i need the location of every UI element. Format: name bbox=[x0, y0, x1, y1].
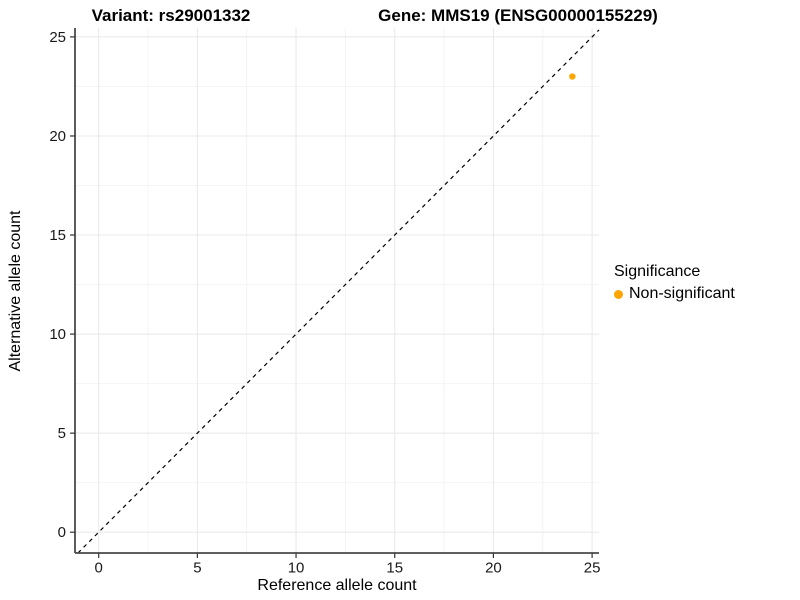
x-tick-label: 20 bbox=[485, 559, 502, 576]
data-point bbox=[569, 73, 576, 80]
legend-item-label: Non-significant bbox=[629, 285, 735, 302]
legend-title: Significance bbox=[614, 263, 701, 280]
x-tick-label: 15 bbox=[386, 559, 403, 576]
axis-ticks bbox=[70, 36, 593, 558]
gene-title: Gene: MMS19 (ENSG00000155229) bbox=[378, 6, 658, 25]
data-points bbox=[569, 73, 576, 80]
y-axis-title: Alternative allele count bbox=[7, 210, 24, 372]
x-tick-label: 0 bbox=[95, 559, 103, 576]
y-tick-label: 25 bbox=[49, 29, 66, 46]
x-tick-label: 5 bbox=[193, 559, 201, 576]
variant-title: Variant: rs29001332 bbox=[91, 6, 251, 25]
y-tick-label: 20 bbox=[49, 128, 66, 145]
y-tick-label: 5 bbox=[58, 425, 66, 442]
axis-lines bbox=[74, 28, 599, 554]
grid-minor bbox=[75, 28, 599, 553]
legend-item-non-significant: Non-significant bbox=[614, 285, 735, 303]
tick-labels: 0 5 10 15 20 25 0 5 10 15 20 25 bbox=[49, 29, 600, 576]
grid-major bbox=[75, 28, 599, 553]
identity-line bbox=[77, 29, 600, 554]
x-axis-title: Reference allele count bbox=[257, 577, 417, 594]
x-tick-label: 25 bbox=[584, 559, 601, 576]
y-tick-label: 10 bbox=[49, 326, 66, 343]
legend-point-icon bbox=[614, 289, 623, 299]
y-tick-label: 15 bbox=[49, 227, 66, 244]
y-tick-label: 0 bbox=[58, 524, 66, 541]
x-tick-label: 10 bbox=[288, 559, 305, 576]
legend: Significance Non-significant bbox=[614, 263, 735, 303]
